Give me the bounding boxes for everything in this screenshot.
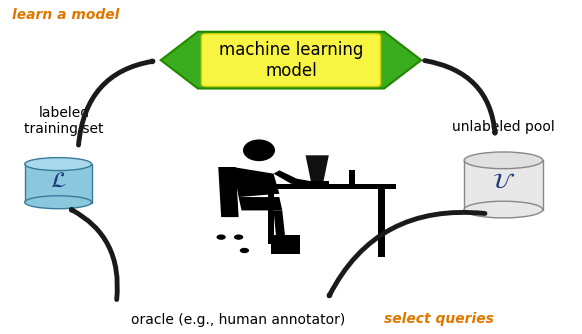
Text: machine learning
model: machine learning model xyxy=(219,41,363,79)
Polygon shape xyxy=(306,155,329,184)
Ellipse shape xyxy=(464,201,542,218)
FancyArrowPatch shape xyxy=(72,209,118,300)
Polygon shape xyxy=(218,167,239,217)
Text: $\mathcal{U}$: $\mathcal{U}$ xyxy=(492,172,515,192)
Bar xyxy=(349,170,355,184)
Bar xyxy=(233,184,396,189)
FancyArrowPatch shape xyxy=(79,61,153,145)
Bar xyxy=(378,187,385,257)
Ellipse shape xyxy=(243,140,275,161)
Text: select queries: select queries xyxy=(384,312,494,326)
Ellipse shape xyxy=(24,158,91,171)
Ellipse shape xyxy=(464,152,542,169)
Circle shape xyxy=(234,234,243,240)
Ellipse shape xyxy=(24,196,91,209)
Text: $\mathcal{L}$: $\mathcal{L}$ xyxy=(50,171,66,191)
Text: labeled
training set: labeled training set xyxy=(24,106,104,136)
Polygon shape xyxy=(239,197,282,210)
Polygon shape xyxy=(274,170,335,189)
Bar xyxy=(268,187,274,244)
Polygon shape xyxy=(233,167,279,197)
Polygon shape xyxy=(268,239,294,244)
Bar xyxy=(271,235,300,254)
Text: oracle (e.g., human annotator): oracle (e.g., human annotator) xyxy=(132,313,346,327)
Polygon shape xyxy=(274,210,285,240)
Circle shape xyxy=(240,248,249,253)
FancyArrowPatch shape xyxy=(425,60,495,133)
Bar xyxy=(24,164,91,203)
Text: learn a model: learn a model xyxy=(12,8,119,22)
Circle shape xyxy=(217,234,226,240)
Polygon shape xyxy=(161,32,421,89)
FancyArrowPatch shape xyxy=(329,212,485,296)
Bar xyxy=(306,181,329,184)
Bar xyxy=(464,160,542,210)
Text: unlabeled pool: unlabeled pool xyxy=(452,120,555,134)
FancyBboxPatch shape xyxy=(201,34,381,87)
